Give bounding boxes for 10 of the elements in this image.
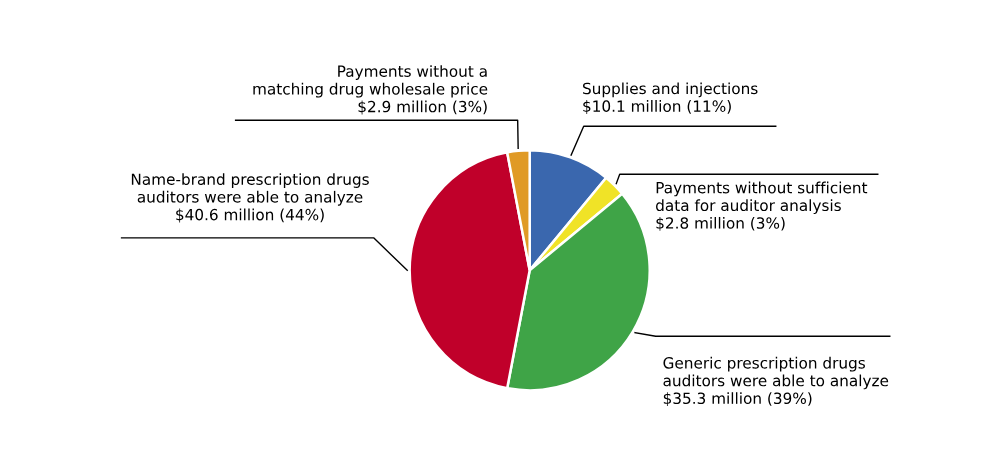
slice-label: Name-brand prescription drugs auditors were able to analyze	[131, 173, 369, 206]
slice-label: Payments without sufficient data for auditor analysis	[656, 181, 868, 215]
slice-label: Generic prescription drugs auditors were able to analyze	[663, 356, 889, 390]
data-label: $2.8 million (3%)	[656, 216, 785, 231]
data-label: $2.9 million (3%)	[358, 100, 487, 115]
slice-label: Supplies and injections	[582, 82, 758, 98]
data-label: $40.6 million (44%)	[176, 208, 324, 223]
slice-label: Payments without a matching drug wholesale price	[253, 65, 488, 98]
data-label: $35.3 million (39%)	[663, 392, 812, 407]
data-label: $10.1 million (11%)	[583, 100, 731, 114]
